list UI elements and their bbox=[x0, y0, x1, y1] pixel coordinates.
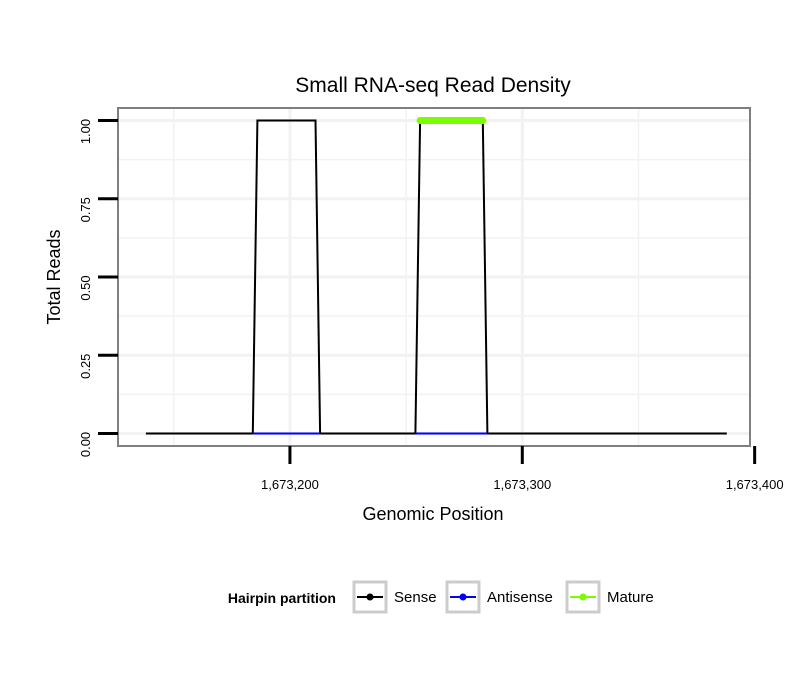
legend-key-dot bbox=[459, 593, 467, 601]
x-tick-label: 1,673,300 bbox=[493, 477, 551, 492]
x-axis-title: Genomic Position bbox=[362, 504, 503, 524]
y-tick-label: 1.00 bbox=[78, 119, 93, 144]
x-tick-label: 1,673,200 bbox=[261, 477, 319, 492]
legend-item-antisense: Antisense bbox=[445, 580, 553, 614]
legend-key-dot bbox=[579, 593, 587, 601]
series-layer bbox=[145, 117, 727, 435]
x-tick-label: 1,673,400 bbox=[726, 477, 784, 492]
legend-key-dot bbox=[366, 593, 374, 601]
x-axis: 1,673,200 1,673,300 1,673,400 bbox=[261, 446, 784, 492]
series-line-sense-0 bbox=[145, 119, 727, 435]
legend: Hairpin partition Sense Antisense Mature bbox=[228, 580, 654, 614]
grid-lines bbox=[119, 109, 749, 445]
chart-title: Small RNA-seq Read Density bbox=[295, 74, 571, 97]
y-tick-label: 0.50 bbox=[78, 275, 93, 300]
legend-label: Antisense bbox=[487, 589, 553, 606]
y-tick-label: 0.00 bbox=[78, 432, 93, 457]
y-tick-label: 0.75 bbox=[78, 197, 93, 222]
y-axis: 0.00 0.25 0.50 0.75 1.00 bbox=[78, 119, 118, 457]
y-axis-title: Total Reads bbox=[44, 229, 64, 324]
legend-item-sense: Sense bbox=[352, 580, 437, 614]
legend-title: Hairpin partition bbox=[228, 590, 336, 606]
legend-item-mature: Mature bbox=[565, 580, 654, 614]
legend-label: Sense bbox=[394, 589, 437, 606]
y-tick-label: 0.25 bbox=[78, 354, 93, 379]
legend-label: Mature bbox=[607, 589, 654, 606]
